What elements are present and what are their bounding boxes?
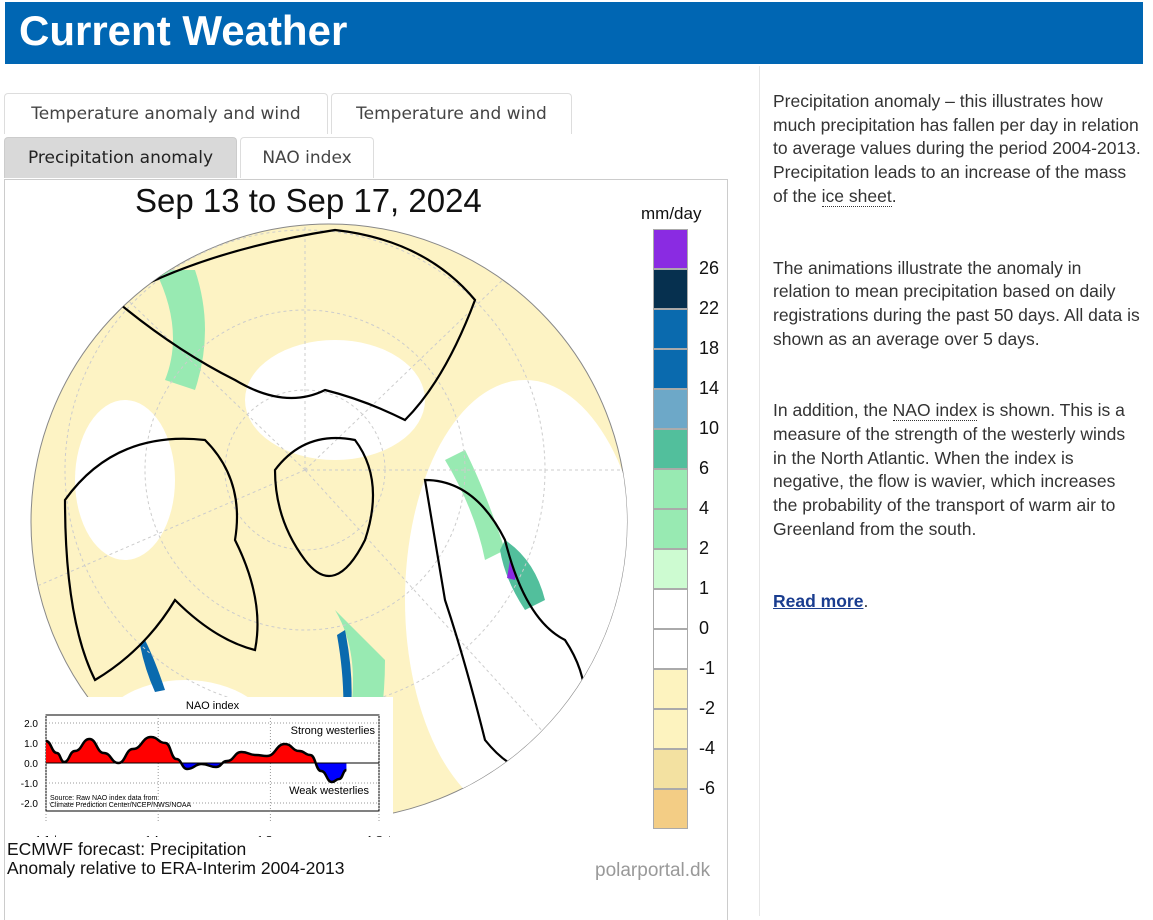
legend-swatch [653,389,688,429]
tab-temperature-anomaly-and-wind[interactable]: Temperature anomaly and wind [4,93,328,134]
x-tick-label: 1 Jul [35,835,56,837]
legend-swatch [653,349,688,389]
legend-label: 26 [699,258,720,278]
tab-precipitation-anomaly[interactable]: Precipitation anomaly [4,137,237,178]
y-tick-label: -1.0 [21,779,39,790]
credit-line-2: Anomaly relative to ERA-Interim 2004-201… [7,858,345,878]
legend-label: 14 [699,378,720,398]
nao-inset: NAO index 2.0 1.0 0.0 -1.0 -2.0 1 Jul 1 Aug 1 Se… [8,697,393,837]
y-tick-label: -2.0 [21,799,39,810]
x-tick-label: 1 Aug [145,835,171,837]
legend-label: -4 [699,738,716,758]
description-paragraph-2: The animations illustrate the anomaly in… [773,257,1140,349]
legend-label: -2 [699,698,716,718]
nao-title: NAO index [186,700,240,712]
legend-swatch [653,309,688,349]
legend-swatch [653,229,688,269]
legend-swatch [653,709,688,749]
legend-swatch [653,509,688,549]
tab-temperature-and-wind[interactable]: Temperature and wind [331,93,572,134]
legend-swatch [653,749,688,789]
source-line-2: Climate Prediction Center/NCEP/NWS/NOAA [50,802,192,809]
nao-chart: NAO index 2.0 1.0 0.0 -1.0 -2.0 1 Jul 1 Aug 1 Se… [21,700,391,837]
tab-nao-index[interactable]: NAO index [240,137,374,178]
legend-label: 6 [699,458,710,478]
page-header: Current Weather [5,2,1143,64]
read-more-link[interactable]: Read more [773,590,864,611]
x-tick-label: 1 Sep [257,835,284,837]
legend-label: 0 [699,618,710,638]
column-divider [759,66,760,916]
description-paragraph-1: Precipitation anomaly – this illustrates… [773,90,1143,209]
nao-positive-area [46,737,347,763]
legend-label: 4 [699,498,710,518]
legend-label: -6 [699,778,716,798]
legend-swatch [653,669,688,709]
legend-swatch [653,589,688,629]
legend-unit: mm/day [641,204,702,223]
text: is shown. This is a measure of the stren… [773,400,1126,539]
description-paragraph-3: In addition, the NAO index is shown. Thi… [773,399,1143,541]
annotation-weak: Weak westerlies [289,785,369,797]
description: Precipitation anomaly – this illustrates… [773,90,1143,661]
text: . [891,185,897,206]
x-tick-label: 1 Oct [367,835,391,837]
legend-swatch [653,469,688,509]
y-tick-label: 1.0 [24,739,38,750]
text: . [863,590,869,611]
nao-line [45,735,347,784]
ice-sheet-link[interactable]: ice sheet [821,185,892,207]
page-title: Current Weather [19,7,348,54]
y-tick-label: 2.0 [24,719,38,730]
read-more-paragraph: Read more. [773,590,1143,614]
legend-label: -1 [699,658,716,678]
legend-label: 22 [699,298,720,318]
text: Precipitation anomaly – this illustrates… [773,91,1141,206]
legend-label: 10 [699,418,720,438]
legend-swatch [653,789,688,829]
legend-swatch [653,549,688,589]
credit-line-1: ECMWF forecast: Precipitation [7,839,247,859]
map-credit: ECMWF forecast: Precipitation Anomaly re… [7,840,345,878]
nao-index-link[interactable]: NAO index [892,400,978,422]
legend-label: 2 [699,538,710,558]
legend-swatch [653,269,688,309]
source-line-1: Source: Raw NAO index data from [50,795,158,802]
legend-swatch [653,629,688,669]
precipitation-map-panel: Sep 13 to Sep 17, 2024 [4,179,728,920]
legend-label: 18 [699,338,720,358]
watermark: polarportal.dk [595,860,711,881]
legend-swatch [653,429,688,469]
map-title: Sep 13 to Sep 17, 2024 [135,182,482,219]
legend-label: 1 [699,578,710,598]
text: In addition, the [773,400,893,421]
annotation-strong: Strong westerlies [291,725,376,737]
y-tick-label: 0.0 [24,759,38,770]
